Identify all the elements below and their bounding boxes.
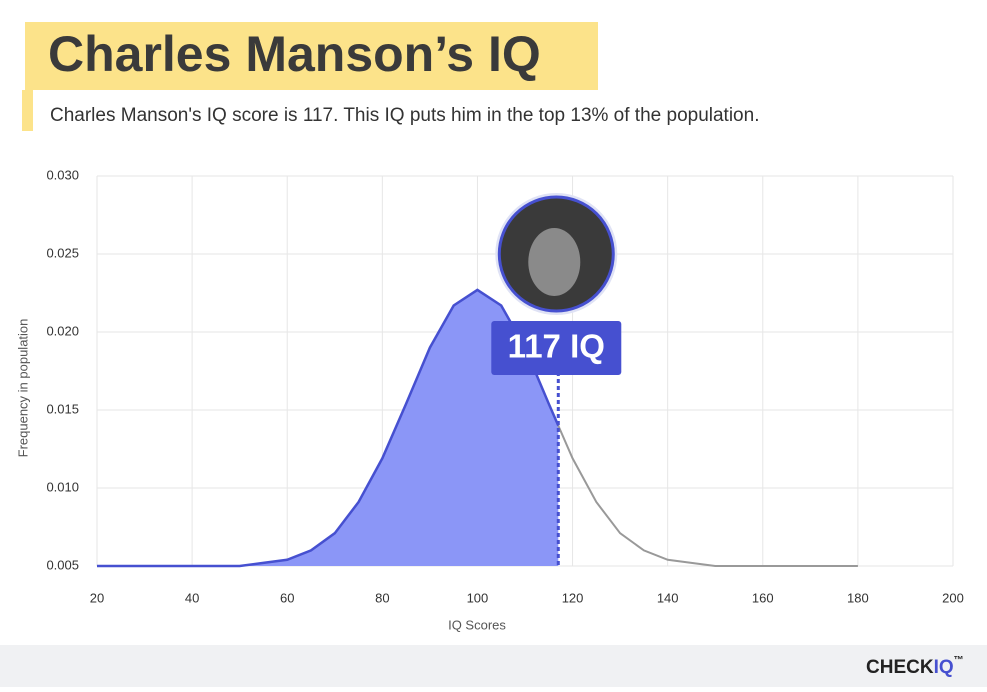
y-tick-label: 0.015 (46, 401, 79, 416)
brand-iq: IQ (934, 657, 954, 678)
footer (0, 645, 987, 687)
highlight-label-box (491, 321, 622, 375)
title: Charles Manson’s IQ (48, 26, 541, 82)
x-tick-label: 40 (185, 590, 199, 605)
x-tick-label: 160 (752, 590, 774, 605)
y-tick-label: 0.020 (46, 323, 79, 338)
x-tick-label: 100 (467, 590, 489, 605)
x-axis-label: IQ Scores (448, 617, 506, 632)
x-tick-label: 200 (942, 590, 964, 605)
subtitle: Charles Manson's IQ score is 117. This I… (50, 105, 759, 126)
x-tick-label: 140 (657, 590, 679, 605)
y-tick-label: 0.005 (46, 557, 79, 572)
highlight-label: 117 IQ (508, 328, 605, 365)
brand-tm: ™ (954, 655, 964, 666)
x-tick-label: 80 (375, 590, 389, 605)
portrait-face (528, 228, 581, 296)
y-tick-label: 0.025 (46, 245, 79, 260)
x-tick-label: 120 (562, 590, 584, 605)
x-tick-label: 20 (90, 590, 104, 605)
x-tick-label: 180 (847, 590, 869, 605)
title-box (25, 22, 598, 90)
y-tick-label: 0.010 (46, 479, 79, 494)
x-tick-label: 60 (280, 590, 294, 605)
curve-right (557, 425, 858, 567)
highlight-area (97, 289, 559, 566)
curve-left (97, 288, 560, 568)
brand-logo: CHECKIQ™ (866, 655, 964, 678)
subtitle-bar (22, 90, 33, 131)
brand-check: CHECK (866, 657, 934, 678)
y-tick-label: 0.030 (46, 167, 79, 182)
y-axis-label: Frequency in population (15, 319, 30, 458)
